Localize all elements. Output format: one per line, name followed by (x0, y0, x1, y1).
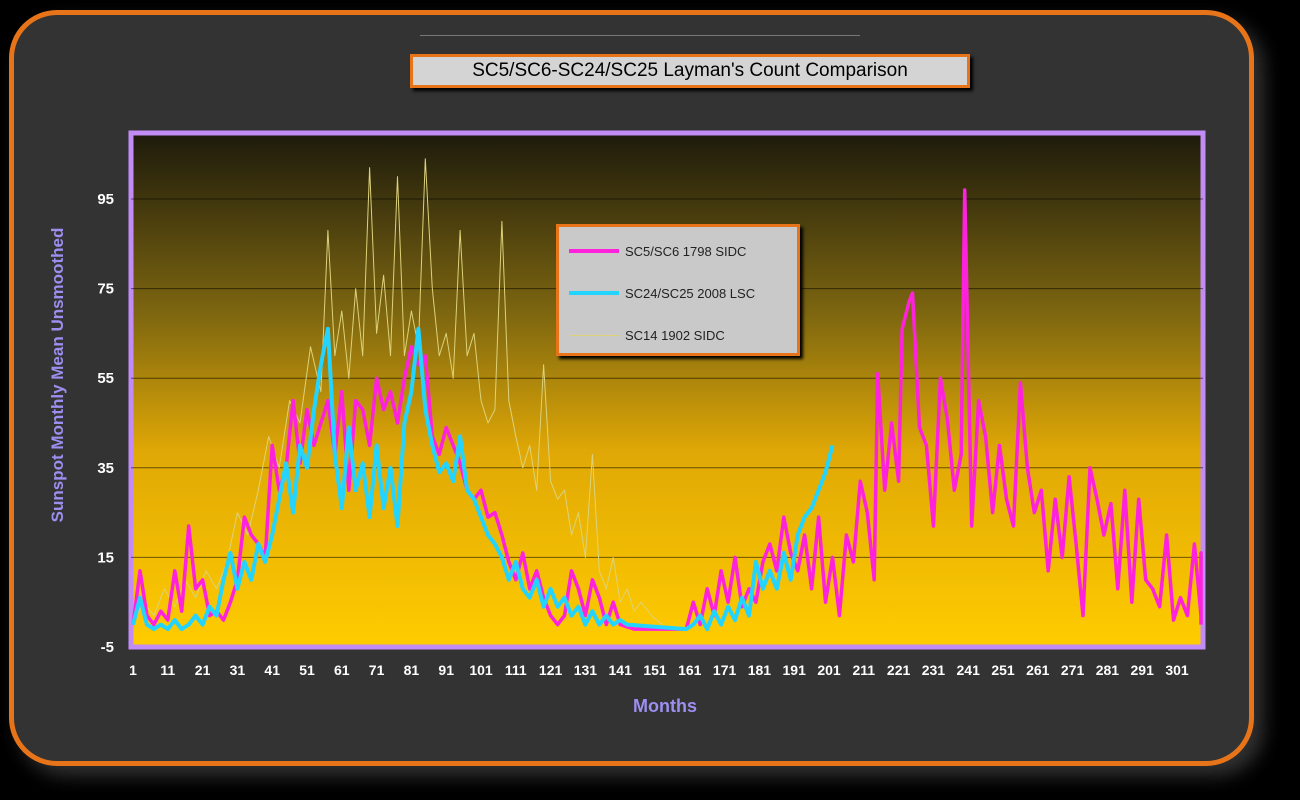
title-decoration-line (420, 35, 860, 36)
legend-swatch-sc14 (569, 334, 619, 336)
chart-title: SC5/SC6-SC24/SC25 Layman's Count Compari… (410, 54, 970, 88)
y-tick-label: 75 (97, 281, 114, 298)
x-tick-label: 61 (334, 662, 350, 678)
x-tick-label: 171 (713, 662, 737, 678)
x-tick-label: 151 (643, 662, 667, 678)
x-tick-label: 141 (609, 662, 633, 678)
x-tick-label: 281 (1096, 662, 1120, 678)
x-tick-label: 231 (922, 662, 946, 678)
x-tick-label: 121 (539, 662, 563, 678)
y-tick-label: 95 (97, 191, 114, 208)
x-tick-label: 261 (1026, 662, 1050, 678)
x-tick-label: 31 (230, 662, 246, 678)
x-tick-label: 301 (1165, 662, 1189, 678)
legend-entry-sc24-sc25: SC24/SC25 2008 LSC (569, 283, 755, 303)
x-tick-label: 131 (574, 662, 598, 678)
series-line-sc24-sc25 (131, 326, 835, 632)
x-tick-label: 81 (404, 662, 420, 678)
legend-swatch-sc24-sc25 (569, 291, 619, 295)
legend-entry-sc14: SC14 1902 SIDC (569, 325, 725, 345)
x-tick-label: 181 (748, 662, 772, 678)
legend-entry-sc5-sc6: SC5/SC6 1798 SIDC (569, 241, 746, 261)
x-tick-label: 41 (264, 662, 280, 678)
x-tick-label: 291 (1131, 662, 1155, 678)
x-tick-label: 191 (783, 662, 807, 678)
x-tick-label: 91 (438, 662, 454, 678)
y-axis-label: Sunspot Monthly Mean Unsmoothed (48, 227, 67, 523)
x-tick-label: 221 (887, 662, 911, 678)
legend-label-sc24-sc25: SC24/SC25 2008 LSC (625, 285, 756, 301)
x-tick-label: 21 (195, 662, 211, 678)
x-tick-label: 211 (853, 662, 876, 678)
x-tick-label: 251 (991, 662, 1015, 678)
x-tick-label: 101 (469, 662, 493, 678)
series-line-sc5-sc6 (131, 188, 1203, 631)
x-tick-label: 241 (957, 662, 981, 678)
x-tick-label: 271 (1061, 662, 1085, 678)
legend: SC5/SC6 1798 SIDC SC24/SC25 2008 LSC SC1… (556, 224, 800, 356)
y-tick-label: -5 (101, 639, 114, 656)
y-tick-label: 15 (97, 549, 114, 566)
legend-label-sc14: SC14 1902 SIDC (625, 327, 725, 343)
series-line-sc14 (132, 158, 663, 625)
x-tick-label: 111 (505, 662, 527, 678)
plot-area (128, 130, 1206, 650)
x-tick-label: 1 (129, 662, 137, 678)
y-tick-label: 35 (97, 460, 114, 477)
legend-swatch-sc5-sc6 (569, 249, 619, 253)
y-tick-label: 55 (97, 370, 114, 387)
x-tick-label: 51 (299, 662, 315, 678)
x-tick-label: 71 (369, 662, 385, 678)
x-axis-label: Months (633, 696, 697, 716)
x-tick-label: 161 (678, 662, 702, 678)
x-tick-label: 201 (817, 662, 841, 678)
x-tick-label: 11 (160, 662, 175, 678)
legend-label-sc5-sc6: SC5/SC6 1798 SIDC (625, 243, 747, 259)
